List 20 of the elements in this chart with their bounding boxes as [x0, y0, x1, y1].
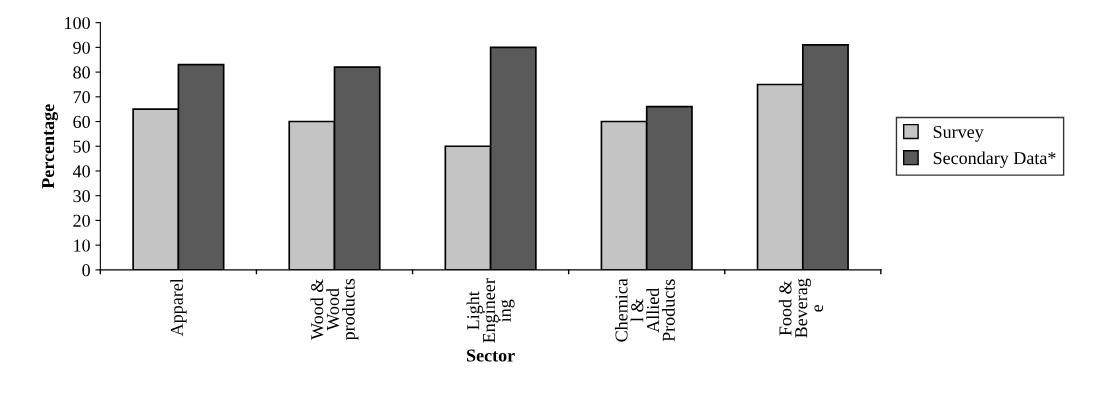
x-tick-label: Chemica l & Allied Products [614, 278, 675, 342]
x-tick-label: Food & Beverag e [778, 278, 824, 338]
x-tick-label: Light Engineer ing [466, 278, 515, 343]
y-tick-label: 100 [65, 16, 90, 30]
y-tick-label: 10 [74, 239, 90, 252]
y-tick-label: 30 [73, 189, 90, 203]
legend-label: Survey [933, 125, 984, 142]
y-tick-label: 90 [73, 41, 90, 54]
y-tick-label: 0 [82, 264, 90, 277]
y-axis-title: Percentage [42, 104, 58, 189]
legend-label: Secondary Data* [933, 151, 1056, 168]
x-tick-label: Apparel [170, 278, 187, 337]
x-axis-title: Sector [467, 349, 515, 362]
y-tick-label: 40 [72, 165, 90, 178]
y-tick-label: 60 [73, 115, 90, 128]
y-tick-label: 20 [73, 214, 90, 227]
y-tick-label: 80 [73, 66, 90, 79]
y-tick-label: 50 [73, 140, 90, 153]
y-tick-label: 70 [73, 91, 90, 104]
x-tick-label: Wood & Wood products [310, 278, 359, 341]
